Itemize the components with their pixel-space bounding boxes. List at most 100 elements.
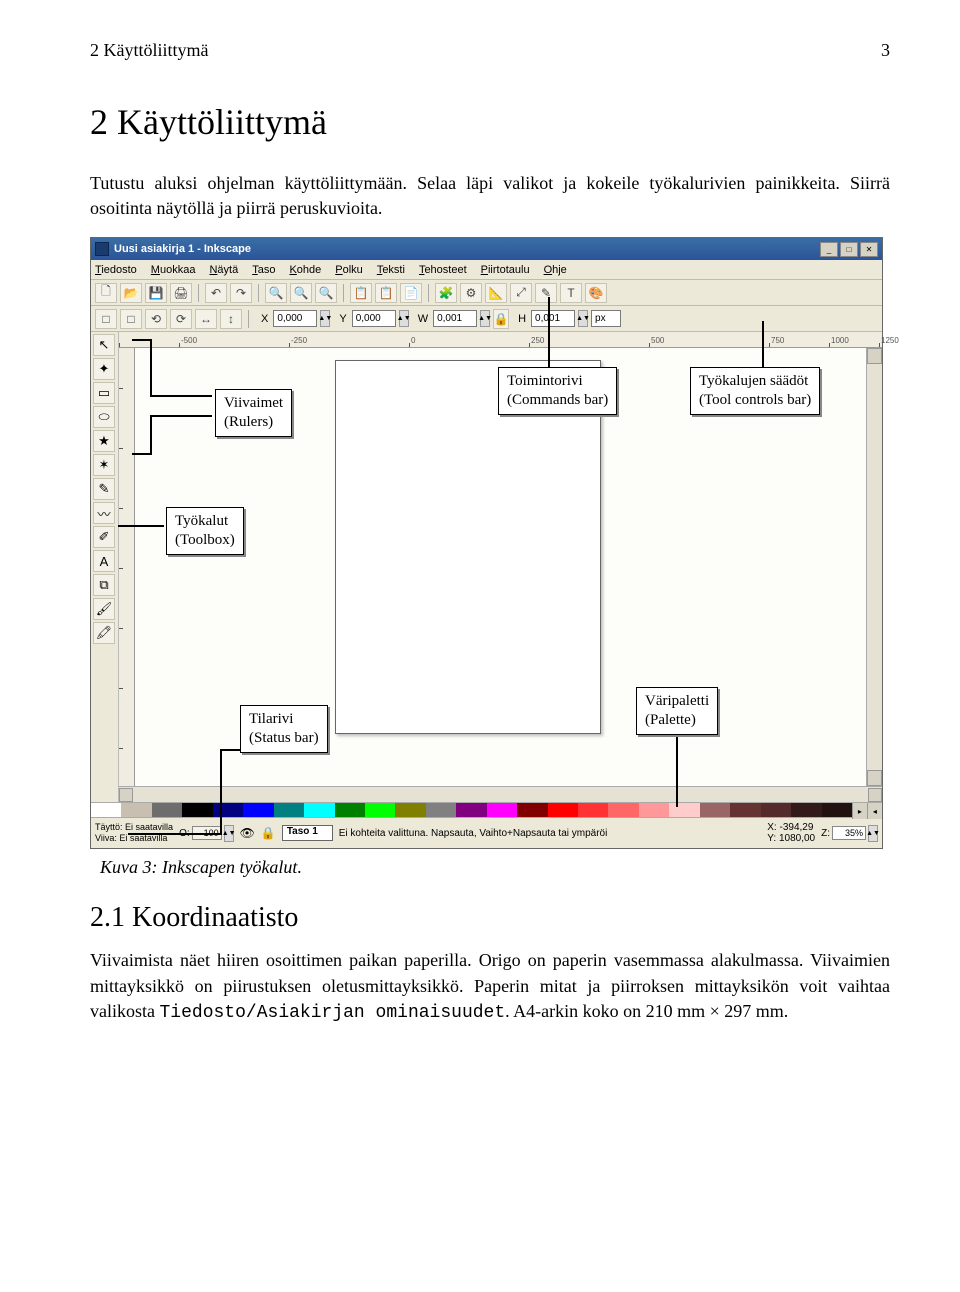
w-spinner[interactable]: ▲▼ [480, 310, 490, 327]
color-swatch[interactable] [822, 803, 852, 817]
color-swatch[interactable] [335, 803, 365, 817]
tool-button[interactable]: ↖ [93, 334, 115, 356]
color-swatch[interactable] [395, 803, 425, 817]
toolbar-button[interactable]: 📋 [375, 283, 397, 303]
menu-item[interactable]: Tehosteet [419, 264, 467, 276]
menu-item[interactable]: Taso [252, 264, 275, 276]
tool-button[interactable]: A [93, 550, 115, 572]
x-label: X [261, 313, 268, 325]
color-swatch[interactable] [304, 803, 334, 817]
menu-item[interactable]: Teksti [377, 264, 405, 276]
toolbar-button[interactable]: ↷ [230, 283, 252, 303]
color-swatch[interactable] [791, 803, 821, 817]
layer-visibility-icon[interactable]: 👁 [240, 826, 255, 840]
window-maximize-button[interactable]: □ [840, 242, 858, 257]
menu-item[interactable]: Tiedosto [95, 264, 137, 276]
color-swatch[interactable] [608, 803, 638, 817]
color-swatch[interactable] [730, 803, 760, 817]
y-spinner[interactable]: ▲▼ [399, 310, 409, 327]
toolbar-button[interactable]: 🗋 [95, 283, 117, 303]
layer-lock-icon[interactable]: 🔒 [261, 826, 276, 840]
x-input[interactable]: 0,000 [273, 310, 317, 327]
color-swatch[interactable] [121, 803, 151, 817]
color-swatch[interactable] [365, 803, 395, 817]
color-swatch[interactable] [548, 803, 578, 817]
y-input[interactable]: 0,000 [352, 310, 396, 327]
palette-menu-button[interactable]: ◂ [867, 803, 882, 819]
tool-button[interactable]: ★ [93, 430, 115, 452]
scroll-left-button[interactable] [119, 788, 133, 802]
zoom-value[interactable]: 35% [832, 826, 866, 840]
color-swatch[interactable] [213, 803, 243, 817]
tool-button[interactable]: ✐ [93, 526, 115, 548]
toolbar-button[interactable]: 🔍 [265, 283, 287, 303]
toolbar-button[interactable]: 📐 [485, 283, 507, 303]
toolbar-button[interactable]: 🎨 [585, 283, 607, 303]
tool-button[interactable]: ✎ [93, 478, 115, 500]
zoom-spinner[interactable]: ▲▼ [868, 825, 878, 842]
toolbar-button[interactable]: 🖨 [170, 283, 192, 303]
color-swatch[interactable] [700, 803, 730, 817]
window-minimize-button[interactable]: _ [820, 242, 838, 257]
horizontal-scrollbar[interactable] [119, 786, 882, 802]
tool-button[interactable]: ✦ [93, 358, 115, 380]
menu-item[interactable]: Polku [335, 264, 363, 276]
tool-button[interactable]: ⬭ [93, 406, 115, 428]
tool-control-button[interactable]: ⟳ [170, 309, 192, 329]
toolbar-button[interactable]: 🧩 [435, 283, 457, 303]
menu-item[interactable]: Piirtotaulu [481, 264, 530, 276]
color-swatch[interactable] [669, 803, 699, 817]
h-input[interactable]: 0,001 [531, 310, 575, 327]
toolbar-button[interactable]: 💾 [145, 283, 167, 303]
vertical-scrollbar[interactable] [866, 348, 882, 786]
w-input[interactable]: 0,001 [433, 310, 477, 327]
layer-select[interactable]: Taso 1 [282, 825, 333, 841]
color-swatch[interactable] [243, 803, 273, 817]
tool-button[interactable]: 〰 [93, 502, 115, 524]
toolbar-button[interactable]: 📋 [350, 283, 372, 303]
color-swatch[interactable] [761, 803, 791, 817]
tool-button[interactable]: ✶ [93, 454, 115, 476]
color-swatch[interactable] [517, 803, 547, 817]
tool-button[interactable]: ⧉ [93, 574, 115, 596]
opacity-spinner[interactable]: ▲▼ [224, 825, 234, 842]
h-spinner[interactable]: ▲▼ [578, 310, 588, 327]
toolbar-button[interactable]: ⚙ [460, 283, 482, 303]
tool-button[interactable]: 🖌 [93, 598, 115, 620]
tool-control-button[interactable]: ↕ [220, 309, 242, 329]
color-swatch[interactable] [152, 803, 182, 817]
toolbar-button[interactable]: ⤢ [510, 283, 532, 303]
menu-item[interactable]: Kohde [289, 264, 321, 276]
toolbar-button[interactable]: 📄 [400, 283, 422, 303]
tool-control-button[interactable]: ⟲ [145, 309, 167, 329]
color-swatch[interactable] [426, 803, 456, 817]
menu-item[interactable]: Ohje [544, 264, 567, 276]
fill-value: Ei saatavilla [125, 822, 173, 832]
toolbar-button[interactable]: T [560, 283, 582, 303]
tool-button[interactable]: 🖍 [93, 622, 115, 644]
toolbar-button[interactable]: ✎ [535, 283, 557, 303]
menu-item[interactable]: Muokkaa [151, 264, 196, 276]
color-swatch[interactable] [182, 803, 212, 817]
lock-aspect-icon[interactable]: 🔒 [493, 309, 509, 329]
color-swatch[interactable] [91, 803, 121, 817]
tool-control-button[interactable]: ↔ [195, 309, 217, 329]
tool-control-button[interactable]: □ [120, 309, 142, 329]
toolbar-button[interactable]: ↶ [205, 283, 227, 303]
color-swatch[interactable] [578, 803, 608, 817]
tool-button[interactable]: ▭ [93, 382, 115, 404]
window-close-button[interactable]: ✕ [860, 242, 878, 257]
unit-select[interactable]: px [591, 310, 621, 327]
color-swatch[interactable] [487, 803, 517, 817]
toolbar-button[interactable]: 🔍 [290, 283, 312, 303]
color-swatch[interactable] [456, 803, 486, 817]
color-swatch[interactable] [274, 803, 304, 817]
x-spinner[interactable]: ▲▼ [320, 310, 330, 327]
toolbar-button[interactable]: 🔍 [315, 283, 337, 303]
palette-scroll-right[interactable]: ▸ [852, 803, 867, 819]
toolbar-button[interactable]: 📂 [120, 283, 142, 303]
scroll-right-button[interactable] [868, 788, 882, 802]
color-swatch[interactable] [639, 803, 669, 817]
menu-item[interactable]: Näytä [209, 264, 238, 276]
tool-control-button[interactable]: □ [95, 309, 117, 329]
